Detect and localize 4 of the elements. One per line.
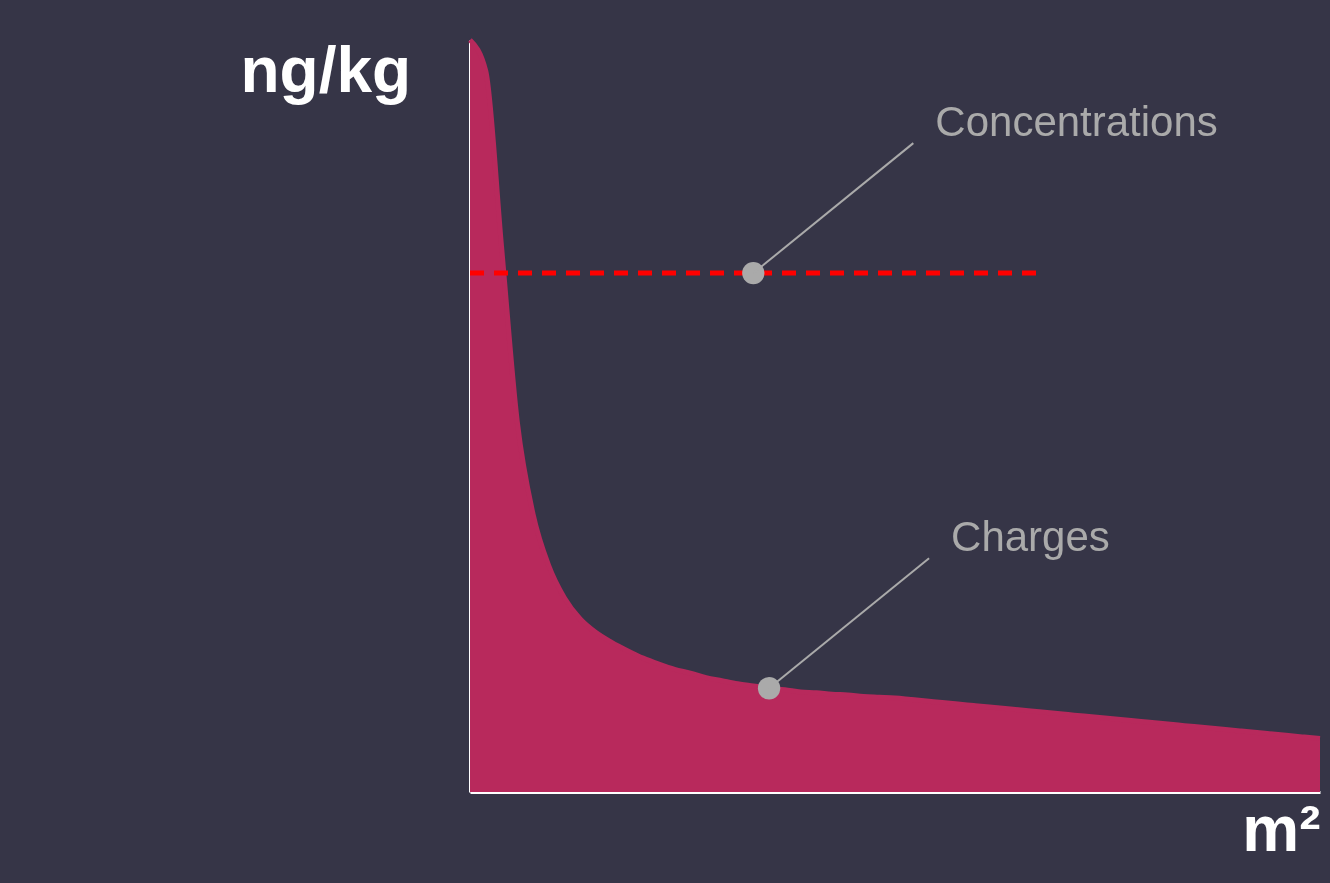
y-axis-title: ng/kg (240, 33, 412, 106)
text: Charges (951, 513, 1110, 561)
text: Concentrations (935, 98, 1218, 146)
x-axis-title: m² (1242, 792, 1321, 865)
